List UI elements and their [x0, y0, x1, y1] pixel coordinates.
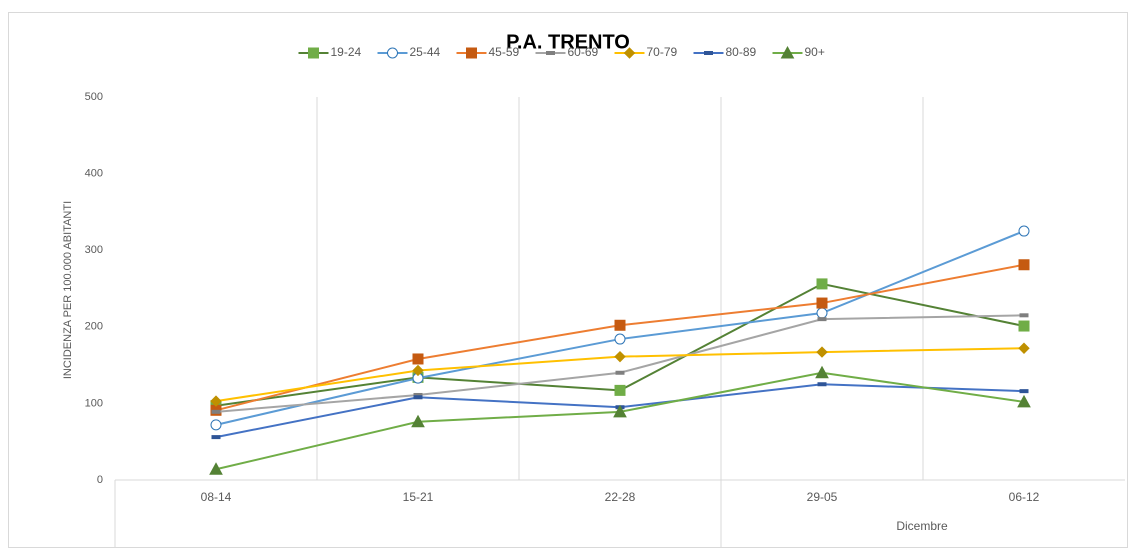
series — [211, 313, 1029, 414]
x-tick-label: 08-14 — [201, 490, 232, 504]
marker — [615, 370, 625, 375]
legend-item: 70-79 — [614, 45, 678, 59]
series — [209, 365, 1031, 475]
legend-label: 25-44 — [410, 45, 441, 59]
chart-border — [8, 12, 1128, 548]
legend-marker — [466, 47, 477, 59]
legend-item: 90+ — [772, 45, 825, 59]
y-tick-label: 0 — [97, 474, 103, 486]
y-axis-label: INCIDENZA PER 100.000 ABITANTI — [62, 201, 74, 379]
chart-title: P.A. TRENTO — [506, 31, 630, 53]
marker — [209, 462, 223, 475]
legend-item: 45-59 — [456, 45, 520, 59]
series — [210, 259, 1030, 416]
marker — [1017, 394, 1031, 408]
y-tick-label: 100 — [85, 397, 103, 409]
legend-item: 80-89 — [693, 45, 757, 59]
legend-label: 45-59 — [489, 45, 520, 59]
x-tick-label: 29-05 — [807, 490, 838, 504]
marker — [816, 278, 828, 290]
marker — [817, 382, 827, 387]
legend-marker — [704, 51, 713, 55]
marker — [210, 395, 222, 407]
marker — [614, 350, 626, 363]
legend-label: 90+ — [805, 45, 825, 59]
marker — [413, 395, 423, 400]
marker — [412, 364, 424, 377]
legend-marker — [546, 51, 555, 55]
legend-item: 60-69 — [535, 45, 599, 59]
legend-marker — [387, 47, 398, 59]
legend-item: 19-24 — [298, 45, 362, 59]
marker — [1018, 320, 1030, 332]
marker — [816, 297, 828, 309]
marker — [211, 409, 221, 414]
legend-label: 80-89 — [726, 45, 757, 59]
y-tick-label: 300 — [85, 244, 103, 256]
legend-label: 70-79 — [647, 45, 678, 59]
x-tick-label: 22-28 — [605, 490, 636, 504]
marker — [210, 419, 222, 431]
x-tick-label: 15-21 — [403, 490, 434, 504]
legend-marker — [623, 47, 636, 59]
annotation: Dicembre — [896, 519, 948, 533]
y-tick-label: 500 — [85, 91, 103, 103]
marker — [412, 353, 424, 365]
marker — [1018, 259, 1030, 271]
legend-label: 19-24 — [331, 45, 362, 59]
marker — [614, 319, 626, 331]
marker — [614, 384, 626, 396]
marker — [411, 414, 425, 428]
marker — [1018, 342, 1030, 354]
x-tick-label: 06-12 — [1009, 490, 1040, 504]
marker — [815, 365, 829, 379]
legend-item: 25-44 — [377, 45, 441, 59]
marker — [816, 307, 828, 319]
y-tick-label: 200 — [85, 321, 103, 333]
marker — [1018, 225, 1030, 237]
legend-marker — [308, 47, 319, 59]
marker — [1019, 389, 1029, 394]
marker — [614, 333, 626, 345]
marker — [613, 404, 627, 418]
series — [210, 342, 1030, 407]
marker — [211, 435, 221, 440]
marker — [816, 346, 828, 358]
y-tick-label: 400 — [85, 168, 103, 180]
legend-label: 60-69 — [568, 45, 599, 59]
marker — [817, 317, 827, 322]
marker — [1019, 313, 1029, 318]
legend-marker — [780, 45, 795, 59]
